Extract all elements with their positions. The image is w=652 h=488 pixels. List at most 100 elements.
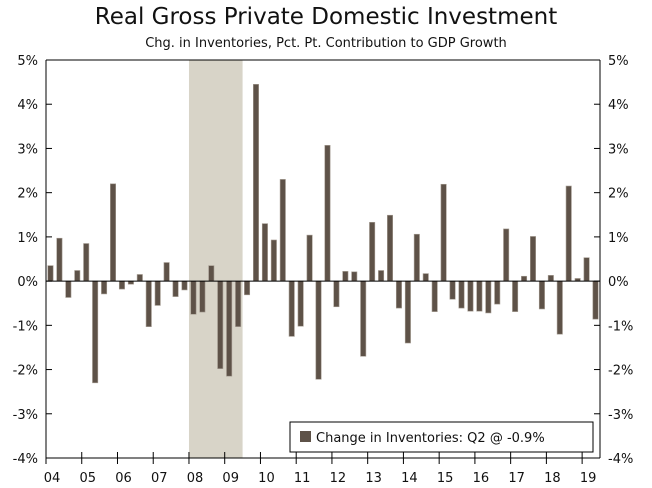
bar [172, 280, 179, 297]
bar [440, 183, 447, 282]
chart-title: Real Gross Private Domestic Investment [94, 4, 558, 30]
y-tick-label-right: 1% [608, 231, 629, 246]
x-tick-label: 12 [330, 471, 347, 486]
bar [521, 275, 528, 282]
x-tick-label: 07 [151, 471, 168, 486]
x-tick-label: 18 [544, 471, 561, 486]
bar [244, 280, 251, 296]
y-tick-label-right: 4% [608, 98, 629, 113]
bar [404, 280, 411, 344]
bar [279, 179, 286, 282]
y-tick-label-right: 2% [608, 187, 629, 202]
legend-label: Change in Inventories: Q2 @ -0.9% [316, 431, 545, 446]
legend-swatch [300, 431, 311, 442]
y-tick-label-left: -2% [13, 364, 38, 379]
bar [476, 280, 483, 312]
y-tick-label-left: -4% [13, 452, 38, 467]
bar [458, 280, 465, 309]
bar [261, 223, 268, 282]
x-tick-label: 09 [222, 471, 239, 486]
bar [494, 280, 501, 305]
x-tick-label: 15 [437, 471, 454, 486]
x-tick-label: 17 [508, 471, 525, 486]
bar [145, 280, 152, 327]
y-tick-label-left: 0% [17, 275, 38, 290]
bar [154, 280, 161, 306]
bar [217, 280, 224, 369]
bar [253, 84, 259, 282]
bar [431, 280, 438, 312]
bar [163, 262, 170, 282]
bar [360, 280, 367, 357]
y-tick-label-left: 3% [17, 142, 38, 157]
bar [315, 280, 322, 380]
bar [136, 274, 143, 282]
bar [342, 271, 349, 282]
bar [118, 280, 125, 290]
bar [110, 183, 116, 282]
bar [351, 271, 358, 282]
bar [556, 280, 563, 335]
x-tick-label: 14 [401, 471, 418, 486]
bar [538, 280, 545, 310]
y-tick-label-left: 2% [17, 187, 38, 202]
x-tick-label: 08 [187, 471, 204, 486]
y-tick-label-left: 5% [17, 54, 38, 69]
bar [592, 280, 599, 320]
bar [270, 239, 277, 282]
x-tick-label: 16 [473, 471, 490, 486]
bar [512, 280, 519, 312]
y-tick-label-right: -2% [608, 364, 633, 379]
bar [235, 280, 242, 327]
bar [74, 270, 81, 282]
bar [288, 280, 295, 337]
bar [181, 280, 188, 291]
bar [547, 275, 554, 282]
bar [92, 280, 99, 384]
x-tick-label: 10 [258, 471, 275, 486]
bar [324, 145, 331, 282]
y-tick-label-right: 3% [608, 142, 629, 157]
x-tick-label: 04 [44, 471, 61, 486]
bar [208, 265, 215, 282]
bar [47, 265, 54, 282]
bar [530, 236, 536, 282]
bar [56, 237, 63, 282]
y-tick-label-left: -1% [13, 319, 38, 334]
bar [413, 233, 420, 282]
bar [449, 280, 456, 300]
bar [83, 243, 90, 282]
bar [387, 214, 393, 282]
bar [101, 280, 108, 295]
bar [190, 280, 197, 315]
y-tick-label-right: -3% [608, 408, 633, 423]
bar [583, 257, 590, 282]
bar [378, 270, 385, 282]
x-tick-label: 11 [294, 471, 311, 486]
x-tick-label: 13 [365, 471, 382, 486]
y-tick-label-left: -3% [13, 408, 38, 423]
y-tick-label-right: -4% [608, 452, 633, 467]
y-tick-label-left: 1% [17, 231, 38, 246]
bar [297, 280, 304, 327]
bar [395, 280, 402, 309]
bar [565, 185, 572, 282]
x-tick-label: 19 [580, 471, 597, 486]
bar [485, 280, 492, 314]
y-tick-label-right: 0% [608, 275, 629, 290]
bar [422, 273, 429, 282]
y-tick-label-left: 4% [17, 98, 38, 113]
bar [306, 234, 313, 282]
y-tick-label-right: -1% [608, 319, 633, 334]
bar [65, 280, 72, 298]
bar [467, 280, 474, 312]
x-tick-label: 06 [115, 471, 132, 486]
bar [226, 280, 233, 377]
bar [503, 228, 510, 282]
x-tick-label: 05 [79, 471, 96, 486]
bar [369, 221, 376, 282]
recession-shading [188, 60, 243, 458]
bar [333, 280, 340, 308]
legend-box [289, 421, 594, 453]
